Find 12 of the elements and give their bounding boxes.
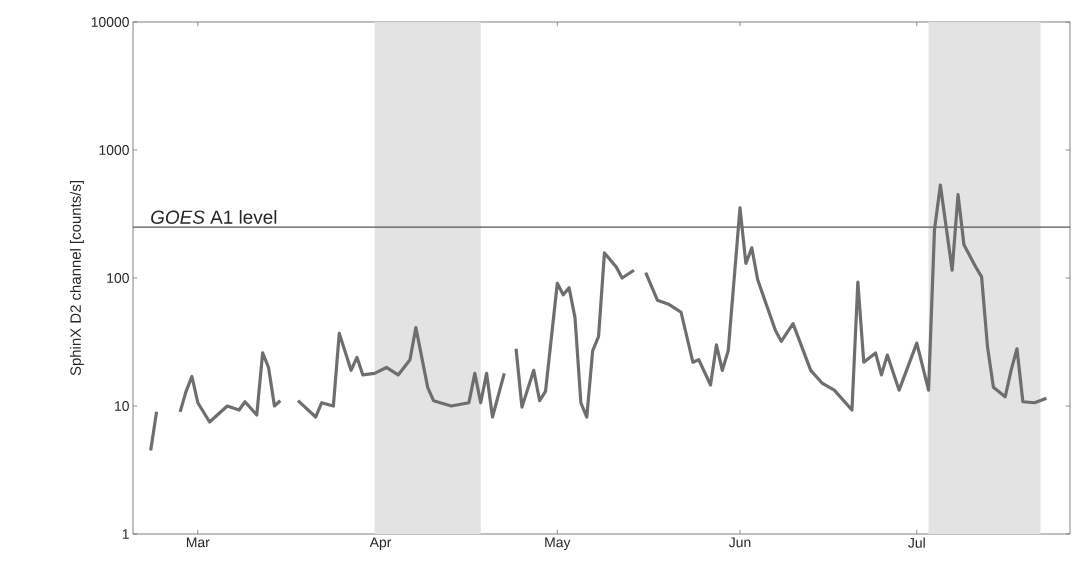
y-axis-title: SphinX D2 channel [counts/s] [69, 181, 84, 376]
x-tick-label: Jun [728, 537, 751, 548]
x-tick-label: Jul [908, 537, 925, 548]
y-tick-label: 1000 [99, 145, 129, 155]
x-tick-label: Mar [186, 537, 210, 548]
y-tick-label: 100 [107, 273, 129, 283]
ref-line-label: GOES A1 level [151, 209, 277, 224]
y-tick-label: 10 [115, 401, 129, 411]
x-tick-label: Apr [369, 537, 392, 551]
x-tick-label: May [545, 537, 571, 551]
y-tick-label: 1 [122, 529, 129, 539]
y-tick-label: 10000 [91, 17, 129, 27]
